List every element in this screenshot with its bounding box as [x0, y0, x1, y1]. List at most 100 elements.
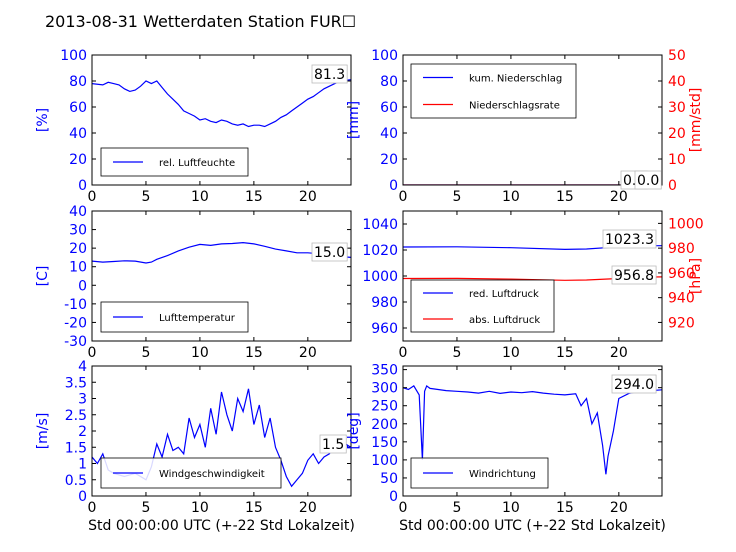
y-tick-label: 250: [371, 399, 398, 415]
y-tick-label: -20: [64, 315, 87, 331]
y-tick-label: 960: [371, 321, 398, 337]
precipitation-panel: 0 5 10 15 20 0 20 40 60 80 100 0 10 20 30 40 50 [mm] [mm/s…: [346, 48, 704, 205]
legend-box: [410, 279, 555, 333]
series-line-0: [92, 79, 351, 128]
last-value-label-box: [602, 229, 657, 249]
y-tick-label: 0: [389, 178, 398, 194]
y-tick-label: 1.5: [65, 440, 87, 456]
y-tick-label: 30: [69, 223, 87, 239]
x-tick-label: 10: [502, 189, 520, 205]
x-tick-label: 15: [556, 189, 574, 205]
last-value-label-box: [319, 434, 347, 454]
last-value-label: 15.0: [314, 245, 345, 261]
last-value-label-2-box: [634, 170, 662, 190]
x-tick-label: 5: [141, 189, 150, 205]
last-value-label: 1023.3: [605, 232, 654, 248]
y-tick-label: 2: [78, 424, 87, 440]
x-tick-label: 20: [610, 345, 628, 361]
legend-label-1: abs. Luftdruck: [469, 315, 540, 326]
y-tick-label: 0: [389, 489, 398, 505]
y-tick-label: 3: [78, 392, 87, 408]
temperature-panel: 0 5 10 15 20 -30 -20 -10 0 10 20 30 40 [C] 15.0 Lufttem…: [35, 204, 352, 361]
x-tick-label: 0: [88, 500, 97, 516]
y-tick-label: 100: [371, 48, 398, 64]
legend-label-0: kum. Niederschlag: [469, 74, 562, 85]
y-tick-label: 60: [380, 100, 398, 116]
last-value-label-2: 0.0: [637, 173, 659, 189]
last-value-label-box: [311, 242, 348, 262]
y2-tick-label: 10: [668, 152, 686, 168]
y-tick-label: 0: [78, 278, 87, 294]
x-axis-label: Std 00:00:00 UTC (+-22 Std Lokalzeit): [88, 518, 355, 534]
y-tick-label: 0: [78, 489, 87, 505]
last-value-label: 294.0: [614, 377, 654, 393]
y-tick-label: 980: [371, 295, 398, 311]
y-tick-label: 0.5: [65, 473, 87, 489]
plot-frame: [402, 365, 663, 497]
x-tick-label: 20: [299, 345, 317, 361]
x-tick-label: 20: [299, 500, 317, 516]
series-line-0: [403, 384, 662, 475]
legend-label-0: Windgeschwindigkeit: [159, 469, 265, 480]
plot-frame: [402, 54, 663, 186]
last-value-label-box: [311, 64, 348, 84]
x-tick-label: 15: [245, 345, 263, 361]
y-axis-label: [m/s]: [35, 413, 51, 450]
y2-tick-label: 50: [668, 48, 686, 64]
y-tick-label: 100: [60, 48, 87, 64]
y-axis-label: [deg]: [346, 412, 362, 449]
x-tick-label: 5: [141, 345, 150, 361]
x-tick-label: 5: [452, 189, 461, 205]
y2-tick-label: 940: [668, 291, 695, 307]
x-tick-label: 5: [452, 500, 461, 516]
y-tick-label: 1020: [362, 243, 398, 259]
x-tick-label: 20: [299, 189, 317, 205]
y-tick-label: -10: [64, 297, 87, 313]
last-value-label: 1.5: [322, 437, 344, 453]
x-tick-label: 20: [610, 500, 628, 516]
legend-label-0: Lufttemperatur: [159, 313, 236, 324]
y2-tick-label: 980: [668, 241, 695, 257]
plot-frame: [91, 54, 352, 186]
y-tick-label: 1000: [362, 269, 398, 285]
legend-box: [410, 63, 577, 119]
x-tick-label: 15: [556, 500, 574, 516]
y2-tick-label: 40: [668, 74, 686, 90]
y2-axis-label: [hPa]: [688, 258, 704, 294]
y-tick-label: 4: [78, 359, 87, 375]
legend-label-0: red. Luftdruck: [469, 289, 539, 300]
last-value-label-2-box: [611, 265, 657, 285]
y-tick-label: 60: [69, 100, 87, 116]
y-tick-label: 40: [69, 204, 87, 220]
y-tick-label: 40: [69, 126, 87, 142]
y-tick-label: 150: [371, 435, 398, 451]
x-tick-label: 10: [191, 345, 209, 361]
x-tick-label: 10: [191, 500, 209, 516]
y-tick-label: 40: [380, 126, 398, 142]
x-tick-label: 0: [88, 189, 97, 205]
y-tick-label: 350: [371, 363, 398, 379]
x-tick-label: 0: [88, 345, 97, 361]
x-tick-label: 15: [556, 345, 574, 361]
y-tick-label: 0: [78, 178, 87, 194]
y2-axis-label: [mm/std]: [688, 88, 704, 153]
pressure-panel: 0 5 10 15 20 960 980 1000 1020 1040 920 940 960 980 10…: [362, 210, 704, 361]
y-tick-label: 80: [69, 74, 87, 90]
y2-tick-label: 0: [668, 178, 677, 194]
x-tick-label: 10: [502, 500, 520, 516]
x-tick-label: 0: [399, 345, 408, 361]
y-tick-label: 20: [380, 152, 398, 168]
legend-label-1: Niederschlagsrate: [469, 101, 560, 112]
y-tick-label: 2.5: [65, 408, 87, 424]
legend-label-0: Windrichtung: [469, 469, 536, 480]
y-tick-label: 50: [380, 471, 398, 487]
x-tick-label: 5: [452, 345, 461, 361]
y2-tick-label: 20: [668, 126, 686, 142]
legend-label-0: rel. Luftfeuchte: [159, 158, 235, 169]
y-tick-label: 80: [380, 74, 398, 90]
x-axis-label: Std 00:00:00 UTC (+-22 Std Lokalzeit): [399, 518, 666, 534]
y-tick-label: 100: [371, 453, 398, 469]
x-tick-label: 15: [245, 189, 263, 205]
